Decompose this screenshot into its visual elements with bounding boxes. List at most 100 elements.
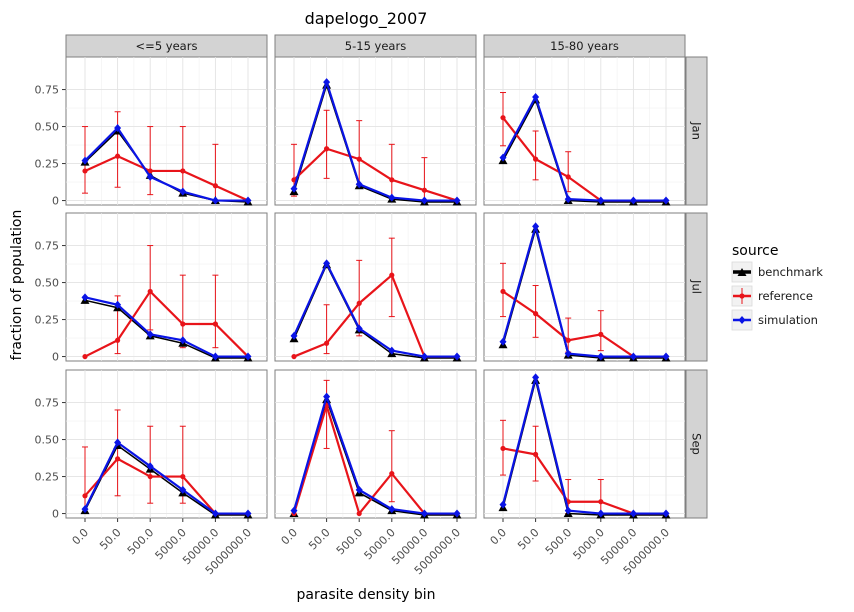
data-point-reference: [500, 115, 506, 121]
data-point-simulation: [290, 331, 298, 340]
data-point-reference: [533, 311, 539, 317]
data-point-simulation: [453, 509, 461, 518]
data-point-reference: [180, 168, 186, 174]
series-line-simulation: [501, 222, 666, 358]
data-point-reference: [115, 456, 121, 462]
legend-label-benchmark: benchmark: [758, 265, 823, 279]
panel-jan-5-years: [65, 56, 268, 206]
y-tick-label: 0.25: [35, 158, 60, 171]
data-point-reference: [147, 288, 153, 295]
data-point-simulation: [453, 196, 461, 205]
legend-key-marker: [739, 293, 745, 299]
data-point-simulation: [355, 180, 363, 189]
facet-panels: <=5 years 5-15 years 15-80 years Jan Jul Sep 0…: [35, 34, 708, 577]
data-point-simulation: [532, 222, 540, 231]
legend-label-simulation: simulation: [758, 313, 818, 327]
data-point-simulation: [290, 184, 298, 193]
data-point-simulation: [323, 392, 331, 401]
data-point-simulation: [290, 506, 298, 515]
data-point-simulation: [114, 438, 122, 447]
series-line-benchmark: [84, 444, 248, 516]
data-point-simulation: [564, 506, 572, 515]
y-tick-label: 0.50: [35, 277, 60, 290]
data-point-simulation: [564, 195, 572, 204]
series-line-reference: [84, 154, 249, 202]
data-point-simulation: [244, 196, 252, 205]
data-point-simulation: [532, 92, 540, 101]
facet-strip-label: Sep: [690, 433, 704, 455]
y-tick-label: 0.25: [35, 314, 60, 327]
data-point-simulation: [388, 346, 396, 355]
y-tick-label: 0: [52, 508, 59, 521]
data-point-reference: [291, 353, 297, 360]
data-point-reference: [389, 471, 395, 477]
data-point-simulation: [564, 349, 572, 358]
data-point-simulation: [81, 293, 89, 302]
data-point-reference: [180, 473, 186, 480]
data-point-simulation: [420, 352, 428, 361]
panel-jul-5-years: [65, 212, 268, 362]
data-point-reference: [565, 174, 571, 180]
data-point-simulation: [597, 509, 605, 518]
data-point-simulation: [499, 153, 507, 162]
data-point-simulation: [662, 196, 670, 205]
data-point-simulation: [81, 505, 89, 514]
panel-sep-5-15-years: [274, 369, 477, 519]
data-point-simulation: [179, 336, 187, 345]
data-point-simulation: [146, 172, 154, 181]
legend: source benchmark reference simulation: [731, 243, 823, 331]
data-point-reference: [500, 445, 506, 452]
data-point-simulation: [629, 352, 637, 361]
data-point-simulation: [420, 509, 428, 518]
y-tick-label: 0.50: [35, 434, 60, 447]
data-point-simulation: [211, 196, 219, 205]
chart-title: dapelogo_2007: [305, 9, 428, 29]
series-line-reference: [84, 289, 249, 358]
series-line-simulation: [292, 260, 457, 358]
data-point-simulation: [662, 352, 670, 361]
data-point-simulation: [146, 462, 154, 471]
data-point-reference: [147, 473, 153, 480]
series-line-benchmark: [502, 98, 666, 203]
data-point-reference: [389, 177, 395, 183]
data-point-simulation: [81, 156, 89, 165]
facet-strip-label: Jan: [690, 121, 704, 140]
data-point-simulation: [453, 352, 461, 361]
series-line-simulation: [292, 393, 457, 515]
x-axis-label: parasite density bin: [297, 587, 436, 603]
data-point-reference: [533, 156, 539, 162]
y-tick-label: 0: [52, 351, 59, 364]
panel-jul-15-80-years: [483, 212, 686, 362]
facet-strip-label: 5-15 years: [345, 39, 406, 53]
data-point-reference: [565, 337, 571, 343]
data-point-reference: [115, 153, 121, 159]
data-point-simulation: [211, 352, 219, 361]
y-tick-label: 0.75: [35, 84, 60, 97]
data-point-reference: [421, 187, 427, 193]
legend-key-marker: [738, 316, 746, 324]
panel-jan-5-15-years: [274, 56, 477, 206]
series-line-simulation: [84, 296, 248, 358]
facet-strip-jan: [685, 56, 708, 206]
data-point-simulation: [323, 259, 331, 268]
y-tick-label: 0.75: [35, 397, 60, 410]
facet-strip-label: 15-80 years: [550, 39, 619, 53]
panel-jan-15-80-years: [483, 56, 686, 206]
y-tick-label: 0: [52, 195, 59, 208]
data-point-reference: [533, 451, 539, 457]
data-point-reference: [598, 331, 604, 337]
series-line-reference: [293, 147, 458, 202]
data-point-reference: [598, 499, 604, 505]
data-point-reference: [356, 156, 362, 162]
data-point-simulation: [597, 352, 605, 361]
data-point-simulation: [629, 196, 637, 205]
panel-sep-5-years: [65, 369, 268, 519]
data-point-simulation: [114, 124, 122, 133]
facet-strip-label: Jul: [690, 279, 704, 294]
data-point-reference: [356, 300, 362, 306]
data-point-simulation: [146, 330, 154, 339]
panel-sep-15-80-years: [483, 369, 686, 519]
facet-strip-jul: [685, 212, 708, 362]
data-point-simulation: [244, 509, 252, 518]
legend-key-marker: [737, 268, 747, 276]
